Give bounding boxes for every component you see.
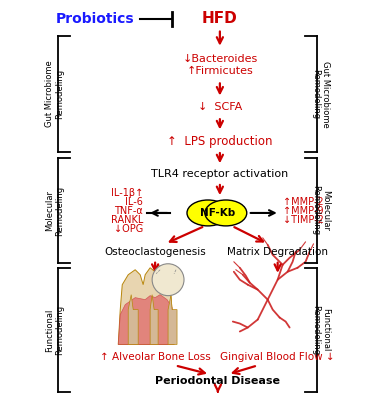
Text: NF-Kb: NF-Kb [200,208,235,218]
Text: ↓TIMP-2: ↓TIMP-2 [283,215,323,225]
Text: Gut Microbiome
Remodeling: Gut Microbiome Remodeling [311,60,330,127]
Text: Functional
Remodeling: Functional Remodeling [311,305,330,355]
Ellipse shape [205,200,247,226]
Text: ↓OPG: ↓OPG [114,224,143,234]
Ellipse shape [187,200,229,226]
Text: ↑ Alveolar Bone Loss: ↑ Alveolar Bone Loss [100,352,210,362]
Text: RANKL: RANKL [111,215,143,225]
Text: Molecular
Remodeling: Molecular Remodeling [311,185,330,236]
Text: ↑MMP-9: ↑MMP-9 [283,206,323,216]
Text: ↓  SCFA: ↓ SCFA [198,102,242,112]
Polygon shape [150,295,158,344]
Polygon shape [128,295,138,344]
Circle shape [152,264,184,296]
Polygon shape [118,295,174,344]
Text: IL-1β↑: IL-1β↑ [111,188,143,198]
Text: TLR4 receptor activation: TLR4 receptor activation [151,169,288,179]
Text: ↑  LPS production: ↑ LPS production [167,135,273,148]
Polygon shape [118,265,174,344]
Text: ↑MMP-2: ↑MMP-2 [283,197,323,207]
Text: ↑Firmicutes: ↑Firmicutes [186,66,253,76]
Text: HFD: HFD [202,11,238,26]
Text: Periodontal Disease: Periodontal Disease [156,376,280,386]
Polygon shape [168,295,177,344]
Text: Gingival Blood Flow ↓: Gingival Blood Flow ↓ [220,352,335,362]
Text: Gut Microbiome
Remodeling: Gut Microbiome Remodeling [45,60,64,127]
Text: Molecular
Remodeling: Molecular Remodeling [45,185,64,236]
Text: IL-6: IL-6 [125,197,143,207]
Text: Matrix Degradation: Matrix Degradation [227,247,328,257]
Text: Functional
Remodeling: Functional Remodeling [45,305,64,355]
Text: ↓Bacteroides: ↓Bacteroides [182,54,257,64]
Text: Osteoclastogenesis: Osteoclastogenesis [104,247,206,257]
Text: TNF-α: TNF-α [115,206,143,216]
Text: Probiotics: Probiotics [56,12,135,26]
